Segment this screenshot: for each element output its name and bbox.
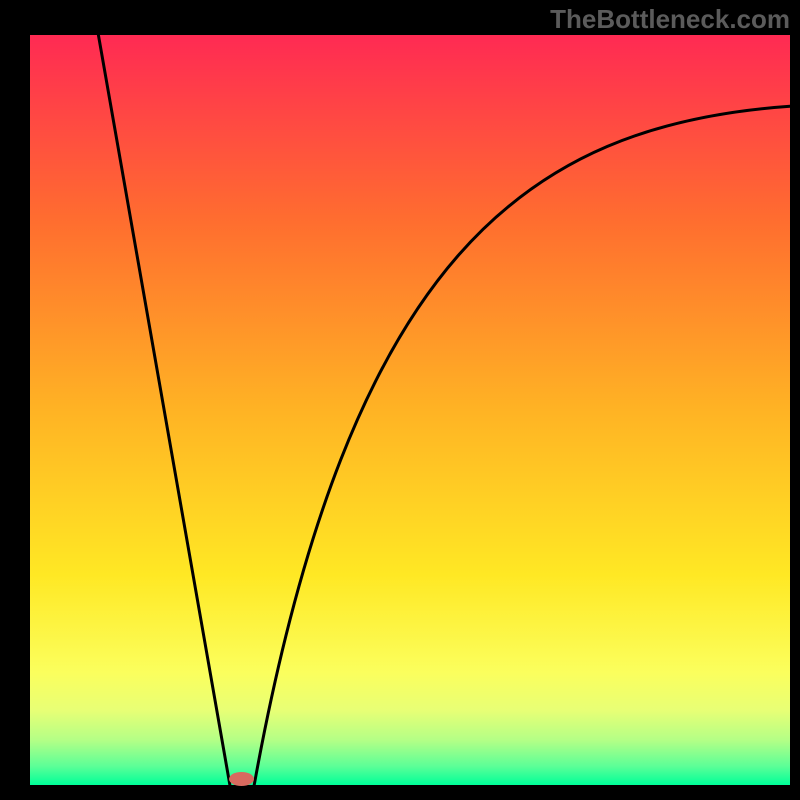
chart-container: { "watermark": { "text": "TheBottleneck.… (0, 0, 800, 800)
frame-border-left (0, 0, 30, 800)
watermark-text: TheBottleneck.com (550, 4, 790, 35)
gradient-background (30, 35, 790, 785)
minimum-marker (229, 772, 254, 786)
frame-border-right (790, 0, 800, 800)
frame-border-bottom (0, 785, 800, 800)
